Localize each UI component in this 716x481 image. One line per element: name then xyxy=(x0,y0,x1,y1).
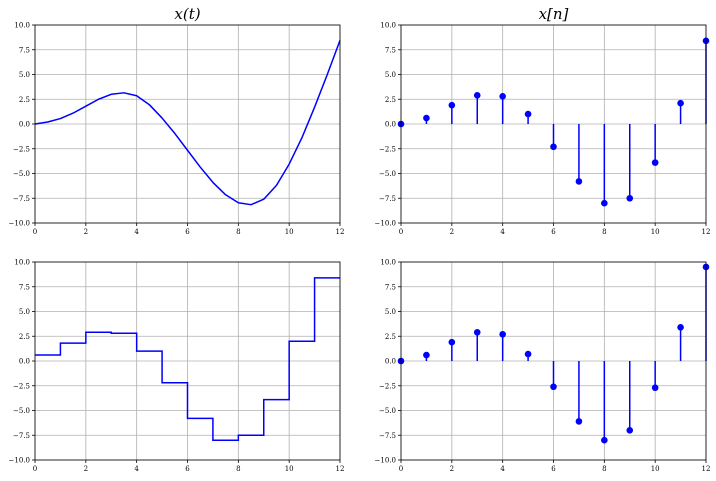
x-tick-label: 10 xyxy=(285,465,294,473)
y-tick-label: 7.5 xyxy=(385,46,396,54)
stem-marker xyxy=(651,384,659,392)
y-tick-label: −2.5 xyxy=(13,145,30,153)
x-tick-label: 10 xyxy=(651,228,660,236)
x-tick-label: 12 xyxy=(702,228,711,236)
y-tick-label: −10.0 xyxy=(375,457,396,465)
x-tick-label: 12 xyxy=(336,465,345,473)
stem-marker xyxy=(423,114,430,122)
stem-marker xyxy=(601,199,608,207)
stem-marker xyxy=(651,159,659,166)
stem-marker xyxy=(473,91,481,99)
y-tick-label: 5.0 xyxy=(385,71,396,79)
y-tick-label: −2.5 xyxy=(379,382,396,390)
x-tick-label: 4 xyxy=(500,465,505,473)
y-tick-label: 0.0 xyxy=(19,121,30,129)
x-tick-label: 6 xyxy=(551,465,556,473)
x-tick-label: 8 xyxy=(236,465,240,473)
y-tick-label: 5.0 xyxy=(19,308,30,316)
axes-frame xyxy=(400,24,707,224)
series-step-line xyxy=(35,277,340,441)
axes-frame xyxy=(34,261,341,461)
axes-frame xyxy=(400,261,707,461)
y-tick-label: 2.5 xyxy=(385,333,396,341)
y-tick-label: 10.0 xyxy=(14,259,30,267)
x-tick-label: 8 xyxy=(602,465,606,473)
x-tick-label: 8 xyxy=(236,228,240,236)
stem-marker xyxy=(499,92,506,100)
stem-marker xyxy=(575,178,583,185)
y-tick-label: 5.0 xyxy=(385,308,396,316)
axes-frame xyxy=(34,24,341,224)
y-tick-label: −5.0 xyxy=(13,407,30,415)
subplot-title: x(t) xyxy=(174,5,200,23)
y-tick-label: 0.0 xyxy=(385,358,396,366)
x-tick-label: 2 xyxy=(450,228,454,236)
stem-marker xyxy=(524,350,532,358)
y-tick-label: −7.5 xyxy=(379,195,396,203)
y-tick-label: 2.5 xyxy=(19,96,30,104)
stem-marker xyxy=(550,143,557,151)
subplot-zero-order-hold: 0 2 4 6 8 10 12 −10.0 −7.5 −5.0 −2.5 0.0 2.5 5.0 7.5 10… xyxy=(9,259,345,474)
stem-marker xyxy=(524,110,532,118)
y-tick-label: −7.5 xyxy=(379,432,396,440)
stem-marker xyxy=(473,328,481,336)
y-tick-label: −5.0 xyxy=(379,407,396,415)
stem-marker xyxy=(448,101,456,109)
stem-marker xyxy=(499,330,506,338)
x-tick-label: 6 xyxy=(185,228,190,236)
x-tick-label: 0 xyxy=(33,228,37,236)
x-tick-label: 0 xyxy=(399,465,403,473)
x-tick-label: 12 xyxy=(336,228,345,236)
stem-marker xyxy=(626,427,634,434)
y-tick-label: −5.0 xyxy=(13,170,30,178)
y-tick-label: −10.0 xyxy=(375,220,396,228)
stem-marker xyxy=(601,436,608,444)
y-tick-label: 10.0 xyxy=(380,22,396,30)
x-tick-label: 4 xyxy=(134,465,139,473)
subplot-discrete-signal: 0 2 4 6 8 10 12 −10.0 −7.5 −5.0 −2.5 0.0 2.5 5.0 7.5 10… xyxy=(375,5,711,236)
y-tick-label: −7.5 xyxy=(13,195,30,203)
stem-marker xyxy=(677,324,684,331)
x-tick-label: 4 xyxy=(500,228,505,236)
y-tick-label: 0.0 xyxy=(19,358,30,366)
y-tick-label: −10.0 xyxy=(9,220,30,228)
stem-marker xyxy=(550,383,557,391)
x-tick-label: 10 xyxy=(285,228,294,236)
x-tick-label: 2 xyxy=(84,465,88,473)
x-tick-label: 4 xyxy=(134,228,139,236)
stem-marker xyxy=(423,351,430,359)
y-tick-label: 2.5 xyxy=(385,96,396,104)
y-tick-label: −5.0 xyxy=(379,170,396,178)
x-tick-label: 2 xyxy=(450,465,454,473)
x-tick-label: 12 xyxy=(702,465,711,473)
y-tick-label: 10.0 xyxy=(14,22,30,30)
y-tick-label: 7.5 xyxy=(385,283,396,291)
x-tick-label: 2 xyxy=(84,228,88,236)
x-tick-label: 6 xyxy=(185,465,190,473)
x-tick-label: 0 xyxy=(399,228,403,236)
x-tick-label: 10 xyxy=(651,465,660,473)
y-tick-label: −10.0 xyxy=(9,457,30,465)
subplot-continuous-signal: 0 2 4 6 8 10 12 −10.0 −7.5 −5.0 −2.5 0.0 2.5 5.0 7.5 10… xyxy=(9,5,345,236)
series-line xyxy=(34,40,341,206)
stem-marker xyxy=(448,338,456,346)
stem-marker xyxy=(677,99,684,107)
x-tick-label: 8 xyxy=(602,228,606,236)
y-tick-label: 7.5 xyxy=(19,283,30,291)
y-tick-label: −7.5 xyxy=(13,432,30,440)
y-tick-label: −2.5 xyxy=(379,145,396,153)
subplot-resampled-signal: 0 2 4 6 8 10 12 −10.0 −7.5 −5.0 −2.5 0.0 2.5 5.0 7.5 10… xyxy=(375,259,711,474)
subplot-title: x[n] xyxy=(539,5,569,23)
x-tick-label: 6 xyxy=(551,228,556,236)
stem-marker xyxy=(626,194,634,202)
y-tick-label: 2.5 xyxy=(19,333,30,341)
y-tick-label: 5.0 xyxy=(19,71,30,79)
stem-marker xyxy=(575,418,583,425)
y-tick-label: −2.5 xyxy=(13,382,30,390)
y-tick-label: 0.0 xyxy=(385,121,396,129)
y-tick-label: 7.5 xyxy=(19,46,30,54)
x-tick-label: 0 xyxy=(33,465,37,473)
y-tick-label: 10.0 xyxy=(380,259,396,267)
